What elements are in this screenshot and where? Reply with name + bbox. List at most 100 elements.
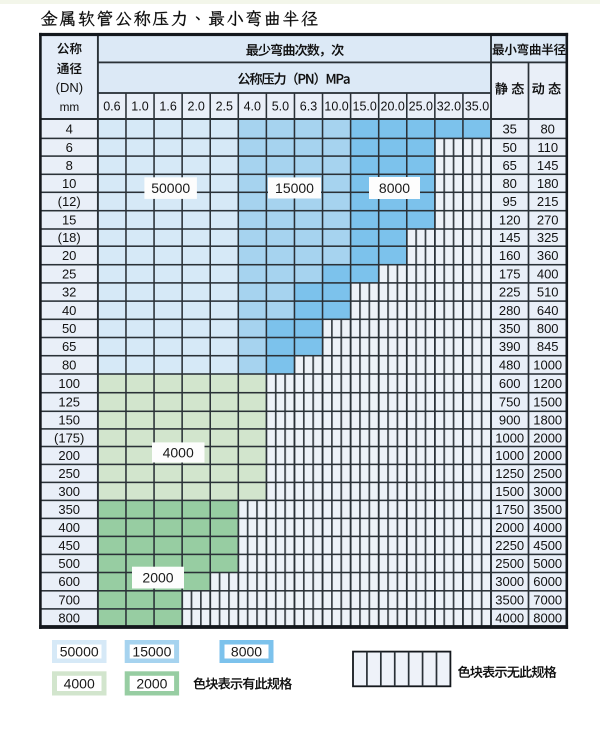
svg-text:25: 25	[62, 266, 76, 281]
svg-text:50: 50	[62, 321, 76, 336]
svg-text:225: 225	[499, 285, 521, 300]
svg-text:20.0: 20.0	[381, 100, 405, 114]
svg-text:(12): (12)	[58, 194, 81, 209]
svg-text:600: 600	[499, 376, 521, 391]
svg-text:0.6: 0.6	[103, 100, 120, 114]
svg-text:1750: 1750	[495, 502, 524, 517]
svg-text:32: 32	[62, 285, 76, 300]
svg-text:350: 350	[58, 502, 80, 517]
svg-text:15.0: 15.0	[353, 100, 377, 114]
svg-text:2.5: 2.5	[216, 100, 233, 114]
svg-text:50: 50	[502, 140, 516, 155]
svg-text:175: 175	[499, 266, 521, 281]
svg-text:1800: 1800	[533, 413, 562, 428]
svg-text:120: 120	[499, 212, 521, 227]
svg-text:3500: 3500	[495, 592, 524, 607]
svg-text:2000: 2000	[533, 448, 562, 463]
svg-text:110: 110	[537, 140, 558, 155]
svg-text:8000: 8000	[231, 644, 262, 660]
svg-text:160: 160	[499, 248, 521, 263]
svg-text:900: 900	[499, 413, 521, 428]
svg-text:510: 510	[537, 285, 559, 300]
svg-text:350: 350	[499, 321, 521, 336]
svg-text:8000: 8000	[379, 180, 410, 196]
svg-text:8: 8	[66, 158, 73, 173]
svg-text:640: 640	[537, 303, 559, 318]
svg-text:1500: 1500	[495, 484, 524, 499]
svg-text:(DN): (DN)	[56, 80, 83, 95]
svg-text:4000: 4000	[495, 611, 524, 626]
svg-text:100: 100	[58, 376, 80, 391]
svg-text:1500: 1500	[533, 395, 562, 410]
svg-text:2500: 2500	[495, 556, 524, 571]
svg-text:1.6: 1.6	[159, 100, 176, 114]
svg-text:15000: 15000	[275, 180, 314, 196]
svg-text:200: 200	[58, 448, 80, 463]
svg-text:15000: 15000	[132, 644, 171, 660]
svg-text:1.0: 1.0	[131, 100, 148, 114]
svg-text:80: 80	[540, 121, 554, 136]
svg-text:3500: 3500	[533, 502, 562, 517]
svg-text:80: 80	[62, 358, 76, 373]
svg-text:4500: 4500	[533, 538, 562, 553]
svg-text:2000: 2000	[136, 675, 167, 691]
svg-text:50000: 50000	[60, 644, 99, 660]
svg-text:35: 35	[502, 121, 516, 136]
svg-text:480: 480	[499, 358, 521, 373]
svg-text:325: 325	[537, 230, 559, 245]
svg-text:270: 270	[537, 212, 559, 227]
svg-text:145: 145	[499, 230, 521, 245]
svg-text:50000: 50000	[151, 180, 190, 196]
svg-text:180: 180	[537, 176, 559, 191]
svg-text:25.0: 25.0	[409, 100, 433, 114]
svg-text:40: 40	[62, 303, 76, 318]
svg-text:10: 10	[62, 176, 76, 191]
svg-text:4.0: 4.0	[244, 100, 261, 114]
svg-text:450: 450	[58, 538, 80, 553]
svg-text:32.0: 32.0	[437, 100, 461, 114]
svg-text:mm: mm	[60, 100, 80, 114]
svg-text:4: 4	[66, 121, 73, 136]
svg-text:800: 800	[58, 611, 80, 626]
svg-text:500: 500	[58, 556, 80, 571]
svg-text:35.0: 35.0	[465, 100, 489, 114]
svg-text:700: 700	[58, 592, 80, 607]
svg-text:5.0: 5.0	[272, 100, 289, 114]
svg-text:390: 390	[499, 339, 521, 354]
svg-text:20: 20	[62, 248, 76, 263]
svg-text:2500: 2500	[533, 466, 562, 481]
svg-text:1000: 1000	[533, 358, 562, 373]
svg-text:7000: 7000	[533, 592, 562, 607]
svg-text:360: 360	[537, 248, 559, 263]
svg-text:250: 250	[58, 466, 80, 481]
svg-text:1000: 1000	[495, 430, 524, 445]
svg-text:4000: 4000	[533, 520, 562, 535]
svg-text:1200: 1200	[533, 376, 562, 391]
svg-text:125: 125	[58, 395, 80, 410]
svg-text:4000: 4000	[64, 675, 95, 691]
svg-text:3000: 3000	[495, 574, 524, 589]
svg-text:65: 65	[502, 158, 516, 173]
svg-text:10.0: 10.0	[324, 100, 348, 114]
svg-text:95: 95	[502, 194, 516, 209]
svg-text:280: 280	[499, 303, 521, 318]
svg-text:(175): (175)	[54, 430, 84, 445]
svg-text:(18): (18)	[58, 230, 81, 245]
svg-text:150: 150	[58, 413, 80, 428]
svg-text:2000: 2000	[142, 570, 173, 586]
svg-text:750: 750	[499, 395, 521, 410]
svg-text:5000: 5000	[533, 556, 562, 571]
svg-text:15: 15	[62, 212, 76, 227]
svg-text:400: 400	[58, 520, 80, 535]
svg-text:8000: 8000	[533, 611, 562, 626]
svg-text:845: 845	[537, 339, 559, 354]
svg-text:600: 600	[58, 574, 80, 589]
svg-text:400: 400	[537, 266, 559, 281]
svg-text:2250: 2250	[495, 538, 524, 553]
svg-text:3000: 3000	[533, 484, 562, 499]
svg-text:800: 800	[537, 321, 559, 336]
svg-text:6000: 6000	[533, 574, 562, 589]
svg-text:1000: 1000	[495, 448, 524, 463]
svg-text:300: 300	[58, 484, 80, 499]
svg-text:6.3: 6.3	[300, 100, 317, 114]
